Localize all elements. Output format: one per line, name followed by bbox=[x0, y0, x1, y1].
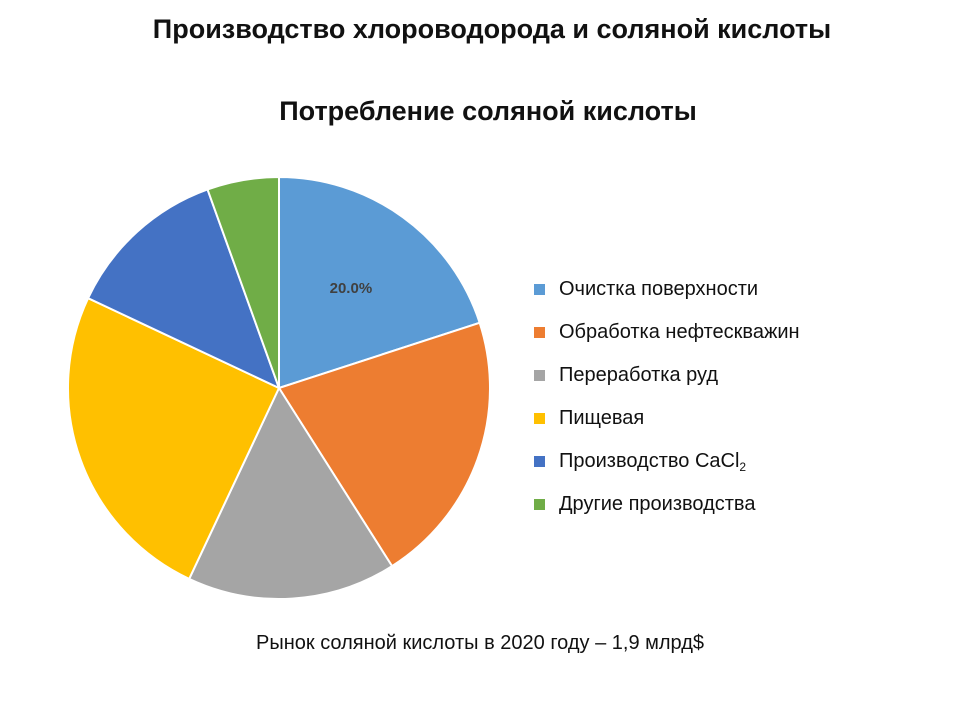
legend-label: Переработка руд bbox=[559, 364, 719, 386]
legend-label: Очистка поверхности bbox=[559, 278, 759, 300]
legend-item-well-treatment: Обработка нефтескважин bbox=[534, 311, 800, 354]
legend-swatch bbox=[534, 327, 545, 338]
legend-label: Пищевая bbox=[559, 407, 645, 429]
pie-slice-2 bbox=[187, 385, 394, 600]
pie-slice-1 bbox=[277, 321, 491, 568]
legend-label: Производство CaCl2 bbox=[559, 450, 746, 474]
legend-item-surface-cleaning: Очистка поверхности bbox=[534, 268, 800, 311]
pie-slice-4 bbox=[86, 188, 281, 390]
legend-item-cacl2-production: Производство CaCl2 bbox=[534, 440, 800, 483]
legend-swatch bbox=[534, 413, 545, 424]
legend-swatch bbox=[534, 499, 545, 510]
legend-item-food: Пищевая bbox=[534, 397, 800, 440]
legend-item-other-industries: Другие производства bbox=[534, 483, 800, 526]
slide-title: Производство хлороводорода и соляной кис… bbox=[152, 14, 832, 44]
chart-legend: Очистка поверхности Обработка нефтескваж… bbox=[534, 268, 800, 526]
pie-slice-5 bbox=[206, 175, 280, 389]
market-footnote: Рынок соляной кислоты в 2020 году – 1,9 … bbox=[256, 632, 704, 654]
legend-label-text: Производство CaCl bbox=[559, 449, 740, 472]
chart-title: Потребление соляной кислоты bbox=[279, 96, 697, 126]
legend-swatch bbox=[534, 456, 545, 467]
legend-swatch bbox=[534, 370, 545, 381]
pie-slice-3 bbox=[67, 296, 281, 581]
legend-swatch bbox=[534, 284, 545, 295]
legend-label: Другие производства bbox=[559, 493, 756, 515]
pie-slice-0 bbox=[278, 175, 481, 390]
legend-item-ore-processing: Переработка руд bbox=[534, 354, 800, 397]
pie-data-label-0: 20.0% bbox=[330, 280, 373, 297]
legend-label: Обработка нефтескважин bbox=[559, 321, 800, 343]
legend-label-subscript: 2 bbox=[739, 459, 747, 474]
